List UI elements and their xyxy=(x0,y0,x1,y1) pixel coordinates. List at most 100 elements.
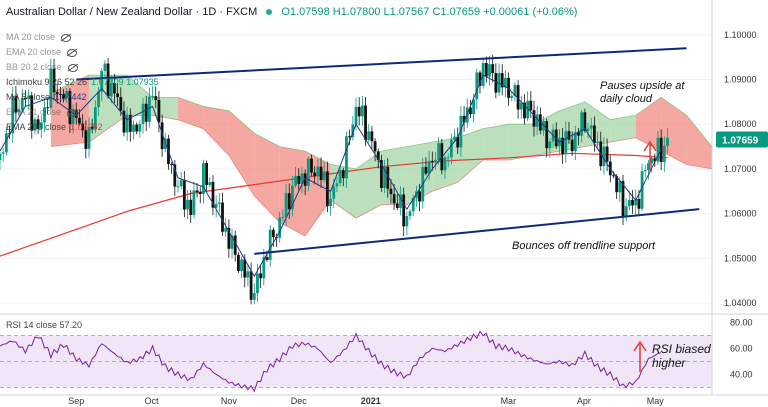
candle-body xyxy=(11,95,15,134)
candle-body xyxy=(297,176,301,184)
price-tick-label: 1.07000 xyxy=(724,164,757,174)
cloud-segment xyxy=(254,133,280,223)
candle-body xyxy=(106,63,110,97)
rsi-tick-label: 40.00 xyxy=(730,370,753,380)
hidden-eye-icon[interactable] xyxy=(67,48,78,57)
lower-trendline[interactable] xyxy=(254,208,700,255)
legend-item-label: EMA 21 close xyxy=(6,107,62,117)
candle-body xyxy=(39,122,43,129)
candle-body xyxy=(144,103,148,122)
candle-body xyxy=(259,273,263,279)
time-tick-label: Apr xyxy=(577,396,591,406)
candle-body xyxy=(4,133,8,153)
candle-body xyxy=(141,103,145,125)
candle-body xyxy=(310,158,313,173)
candle-body xyxy=(561,137,565,155)
candle-body xyxy=(615,176,619,193)
candle-body xyxy=(469,107,472,115)
candle-body xyxy=(46,107,50,109)
candle-body xyxy=(513,85,517,96)
candle-body xyxy=(176,186,180,188)
candle-body xyxy=(357,106,361,117)
candle-body xyxy=(621,181,625,217)
candle-body xyxy=(532,110,536,127)
candle-body xyxy=(195,190,199,192)
legend-item[interactable]: MA 20 close xyxy=(6,30,159,45)
time-tick-label: Oct xyxy=(145,396,160,406)
hidden-eye-icon[interactable] xyxy=(61,33,72,42)
rsi-label[interactable]: RSI 14 close 57.20 xyxy=(6,320,83,330)
last-price-badge[interactable] xyxy=(716,131,768,148)
candle-body xyxy=(214,203,218,208)
candle-body xyxy=(519,102,523,110)
candle-body xyxy=(570,139,574,152)
rsi-band xyxy=(0,335,712,388)
candle-body xyxy=(90,127,94,129)
candle-body xyxy=(329,198,332,207)
candle-body xyxy=(205,163,209,185)
rsi-arrow-head xyxy=(633,340,647,352)
candle-body xyxy=(577,132,580,136)
candle-body xyxy=(132,124,135,132)
legend-item[interactable]: Ichimoku 9 26 52 26 1.07809 1.07935 xyxy=(6,75,159,90)
legend-item-value: 1.07252 xyxy=(70,122,103,132)
candle-body xyxy=(354,106,358,125)
last-price-label: 1.07659 xyxy=(722,135,759,146)
candle-body xyxy=(43,107,46,123)
candle-body xyxy=(303,173,307,186)
candle-body xyxy=(306,158,310,186)
legend-item-label: MA 5 close xyxy=(6,92,51,102)
candle-body xyxy=(345,136,348,179)
annotation-cloud: Pauses upside at daily cloud xyxy=(600,80,685,105)
legend-item[interactable]: BB 20 2 close xyxy=(6,60,159,75)
candle-body xyxy=(389,188,393,195)
candle-body xyxy=(198,191,202,195)
candle-body xyxy=(405,215,409,227)
candle-body xyxy=(650,158,654,164)
candle-body xyxy=(224,227,228,232)
candle-body xyxy=(173,164,177,187)
candle-body xyxy=(109,82,113,97)
cloud-segment xyxy=(610,115,636,143)
candle-body xyxy=(163,138,167,150)
candle-body xyxy=(100,70,104,92)
candle-body xyxy=(278,217,282,238)
candle-body xyxy=(217,202,221,204)
candle-body xyxy=(434,159,437,162)
candle-body xyxy=(265,257,269,260)
candle-body xyxy=(325,171,329,207)
candle-body xyxy=(510,95,514,98)
candle-body xyxy=(462,115,466,123)
candle-body xyxy=(497,73,501,93)
time-tick-label: Nov xyxy=(221,396,238,406)
candle-body xyxy=(84,130,88,149)
candle-body xyxy=(170,163,174,165)
candle-body xyxy=(97,91,100,108)
candle-body xyxy=(24,97,27,100)
candle-body xyxy=(634,199,638,206)
hidden-eye-icon[interactable] xyxy=(67,108,78,117)
rsi-pane[interactable] xyxy=(0,330,712,393)
symbol-title[interactable]: Australian Dollar / New Zealand Dollar ·… xyxy=(6,6,258,18)
legend-item-label: BB 20 2 close xyxy=(6,62,62,72)
legend-item[interactable]: EMA 20 close xyxy=(6,45,159,60)
candle-body xyxy=(376,151,380,161)
candle-body xyxy=(443,157,447,171)
legend-item[interactable]: EMA 200 close 1.07252 xyxy=(6,120,159,135)
candle-body xyxy=(367,131,371,140)
candle-body xyxy=(119,97,123,111)
price-tick-label: 1.06000 xyxy=(724,209,757,219)
candles xyxy=(0,54,669,305)
candle-body xyxy=(491,64,495,74)
candle-body xyxy=(383,166,387,188)
legend-item[interactable]: MA 5 close 1.07442 xyxy=(6,90,159,105)
upper-trendline[interactable] xyxy=(76,47,687,81)
time-tick-label: Mar xyxy=(501,396,517,406)
legend-item-label: EMA 200 close xyxy=(6,122,67,132)
candle-body xyxy=(116,93,120,98)
hidden-eye-icon[interactable] xyxy=(67,63,78,72)
legend-item[interactable]: EMA 21 close xyxy=(6,105,159,120)
candle-body xyxy=(300,173,304,184)
candle-body xyxy=(249,271,253,300)
